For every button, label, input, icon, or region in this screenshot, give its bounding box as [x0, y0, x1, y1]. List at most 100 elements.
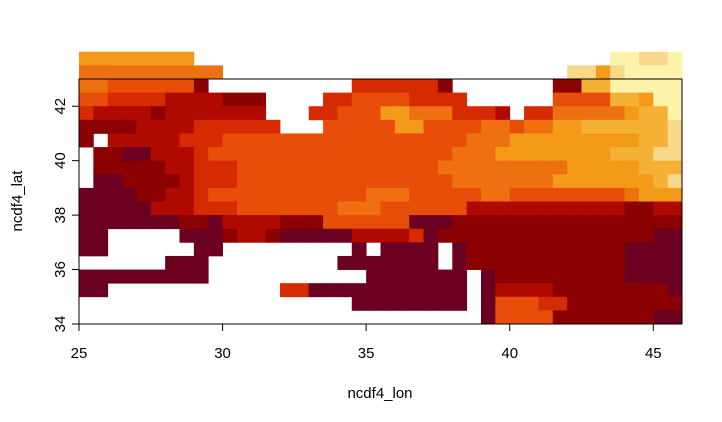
heatmap-cell: [323, 160, 338, 175]
heatmap-cell: [452, 242, 468, 257]
heatmap-cell: [79, 79, 94, 94]
heatmap-cell: [452, 255, 468, 270]
heatmap-cell: [567, 92, 582, 107]
heatmap-cell: [165, 255, 180, 270]
heatmap-cell: [79, 133, 94, 148]
heatmap-cell: [380, 228, 396, 243]
heatmap-cell: [581, 79, 597, 94]
heatmap-cell: [552, 147, 568, 162]
heatmap-cell: [280, 201, 295, 216]
heatmap-cell: [624, 79, 640, 94]
heatmap-cell: [595, 228, 611, 243]
heatmap-cell: [610, 215, 625, 230]
heatmap-cell: [509, 119, 525, 134]
heatmap-cell: [437, 147, 453, 162]
heatmap-cell: [308, 106, 324, 121]
heatmap-cell: [638, 296, 654, 311]
heatmap-cell: [193, 174, 209, 189]
heatmap-cell: [638, 133, 654, 148]
heatmap-cell: [351, 283, 367, 298]
heatmap-cell: [294, 174, 310, 189]
heatmap-cell: [308, 147, 324, 162]
heatmap-cell: [552, 201, 568, 216]
heatmap-cell: [595, 133, 611, 148]
heatmap-cell: [567, 215, 582, 230]
heatmap-cell: [222, 133, 238, 148]
heatmap-cell: [409, 187, 424, 202]
heatmap-cell: [610, 174, 625, 189]
heatmap-cell: [524, 201, 539, 216]
y-tick-label: 34: [52, 316, 69, 333]
heatmap-cell: [624, 160, 640, 175]
heatmap-cell: [495, 147, 511, 162]
heatmap-cell: [337, 160, 353, 175]
heatmap-cell: [280, 174, 295, 189]
heatmap-cell: [294, 201, 310, 216]
heatmap-cell: [466, 228, 482, 243]
heatmap-cell: [251, 106, 267, 121]
heatmap-cell: [107, 160, 123, 175]
heatmap-cell: [366, 133, 381, 148]
heatmap-cell: [79, 65, 94, 80]
heatmap-cell: [136, 269, 152, 284]
heatmap-cell: [179, 174, 195, 189]
heatmap-cell: [610, 201, 625, 216]
heatmap-cell: [409, 269, 424, 284]
heatmap-cell: [567, 269, 582, 284]
heatmap-cell: [595, 160, 611, 175]
heatmap-cell: [667, 51, 683, 66]
heatmap-cell: [380, 147, 396, 162]
heatmap-cell: [208, 147, 223, 162]
heatmap-cell: [294, 147, 310, 162]
heatmap-cell: [150, 160, 166, 175]
heatmap-cell: [481, 133, 496, 148]
heatmap-cell: [667, 147, 683, 162]
heatmap-cell: [667, 255, 683, 270]
heatmap-cell: [380, 106, 396, 121]
heatmap-cell: [394, 255, 410, 270]
heatmap-cell: [653, 255, 669, 270]
heatmap-cell: [509, 242, 525, 257]
heatmap-cell: [524, 215, 539, 230]
heatmap-cell: [380, 255, 396, 270]
heatmap-cell: [409, 92, 424, 107]
heatmap-cell: [509, 147, 525, 162]
heatmap-cell: [208, 242, 223, 257]
heatmap-cell: [193, 228, 209, 243]
heatmap-cell: [495, 255, 511, 270]
heatmap-cell: [509, 283, 525, 298]
heatmap-cell: [294, 283, 310, 298]
heatmap-cell: [667, 310, 683, 325]
heatmap-cell: [595, 65, 611, 80]
heatmap-cell: [208, 119, 223, 134]
heatmap-cell: [653, 174, 669, 189]
heatmap-cell: [222, 106, 238, 121]
heatmap-cell: [481, 310, 496, 325]
heatmap-cell: [437, 160, 453, 175]
heatmap-cell: [236, 106, 252, 121]
heatmap-cell: [552, 92, 568, 107]
heatmap-cell: [653, 283, 669, 298]
heatmap-cell: [423, 201, 439, 216]
heatmap-cell: [452, 296, 468, 311]
heatmap-cell: [581, 242, 597, 257]
heatmap-cell: [509, 133, 525, 148]
heatmap-cell: [437, 106, 453, 121]
heatmap-cell: [366, 174, 381, 189]
heatmap-cell: [222, 160, 238, 175]
heatmap-cell: [653, 296, 669, 311]
heatmap-cell: [610, 51, 625, 66]
heatmap-cell: [280, 133, 295, 148]
heatmap-cell: [93, 65, 109, 80]
heatmap-cell: [667, 92, 683, 107]
heatmap-cell: [79, 51, 94, 66]
heatmap-cell: [208, 92, 223, 107]
heatmap-cell: [638, 255, 654, 270]
heatmap-cell: [509, 228, 525, 243]
heatmap-cell: [610, 106, 625, 121]
heatmap-cell: [624, 310, 640, 325]
heatmap-cell: [624, 296, 640, 311]
heatmap-cell: [409, 147, 424, 162]
heatmap-cell: [466, 215, 482, 230]
heatmap-cell: [610, 296, 625, 311]
